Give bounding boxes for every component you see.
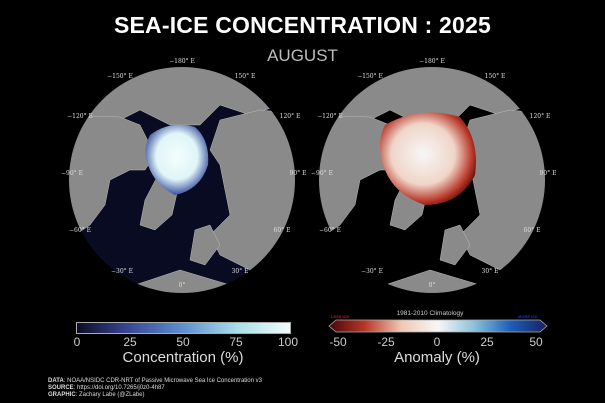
credit-value: : NOAA/NSIDC CDR-NRT of Passive Microwav… xyxy=(63,378,262,384)
colorbar-tick: -50 xyxy=(329,335,347,349)
colorbar-tick: 25 xyxy=(123,335,137,349)
lon-label: −30° E xyxy=(111,268,133,275)
credit-value: : Zachary Labe (@ZLabe) xyxy=(75,392,145,398)
lon-label: 90° E xyxy=(540,170,557,177)
lon-label: 150° E xyxy=(485,73,506,80)
credit-key: DATA xyxy=(48,378,64,384)
colorbar-tick: 25 xyxy=(480,335,494,349)
colorbar-tick: 0 xyxy=(73,335,81,349)
lon-label: −180° E xyxy=(419,58,445,65)
colorbar-tick: 50 xyxy=(529,335,543,349)
anomaly-colorbar-label: Anomaly (%) xyxy=(394,349,480,366)
chart-title: SEA-ICE CONCENTRATION : 2025 xyxy=(113,12,492,38)
lon-label: −150° E xyxy=(357,73,383,80)
lon-label: −60° E xyxy=(69,227,91,234)
lon-label: 0° xyxy=(429,282,436,289)
lon-label: 0° xyxy=(179,282,186,289)
sea-ice-anomaly xyxy=(380,112,476,205)
lon-label: 60° E xyxy=(274,227,291,234)
colorbar-tick: 100 xyxy=(277,335,299,349)
month-subtitle: AUGUST xyxy=(267,46,338,65)
lon-label: −120° E xyxy=(317,113,343,120)
lon-label: 120° E xyxy=(280,113,301,120)
credit-value: : https://doi.org/10.7265/j0z0-4h87 xyxy=(73,385,165,391)
credit-data: DATA: NOAA/NSIDC CDR-NRT of Passive Micr… xyxy=(48,378,262,385)
climatology-label: 1981-2010 Climatology xyxy=(396,310,464,317)
concentration-map: −180° E −150° E 150° E −120° E 120° E −9… xyxy=(61,58,307,293)
anomaly-map: −180° E −150° E 150° E −120° E 120° E −9… xyxy=(311,58,557,293)
lon-label: 150° E xyxy=(235,73,256,80)
lon-label: 120° E xyxy=(530,113,551,120)
lon-label: −120° E xyxy=(67,113,93,120)
lon-label: −30° E xyxy=(361,268,383,275)
lon-label: −180° E xyxy=(169,58,195,65)
lon-label: −60° E xyxy=(319,227,341,234)
colorbar-tick: -25 xyxy=(377,335,395,349)
lon-label: 30° E xyxy=(482,268,499,275)
lon-label: −90° E xyxy=(311,170,333,177)
anomaly-colorbar xyxy=(328,319,548,333)
concentration-colorbar-label: Concentration (%) xyxy=(122,349,244,366)
lon-label: 60° E xyxy=(524,227,541,234)
credit-graphic: GRAPHIC: Zachary Labe (@ZLabe) xyxy=(48,392,144,399)
less-ice-label: LESS ICE xyxy=(331,314,350,319)
credit-key: SOURCE xyxy=(48,385,74,391)
credit-source: SOURCE: https://doi.org/10.7265/j0z0-4h8… xyxy=(48,385,165,392)
more-ice-label: MORE ICE xyxy=(518,314,538,319)
colorbar-tick: 75 xyxy=(229,335,243,349)
lon-label: −90° E xyxy=(61,170,83,177)
lon-label: −150° E xyxy=(107,73,133,80)
sea-ice-extent xyxy=(145,124,209,195)
credit-key: GRAPHIC xyxy=(48,392,76,398)
concentration-colorbar xyxy=(76,322,291,334)
lon-label: 30° E xyxy=(232,268,249,275)
lon-label: 90° E xyxy=(290,170,307,177)
colorbar-tick: 0 xyxy=(433,335,441,349)
colorbar-tick: 50 xyxy=(176,335,190,349)
